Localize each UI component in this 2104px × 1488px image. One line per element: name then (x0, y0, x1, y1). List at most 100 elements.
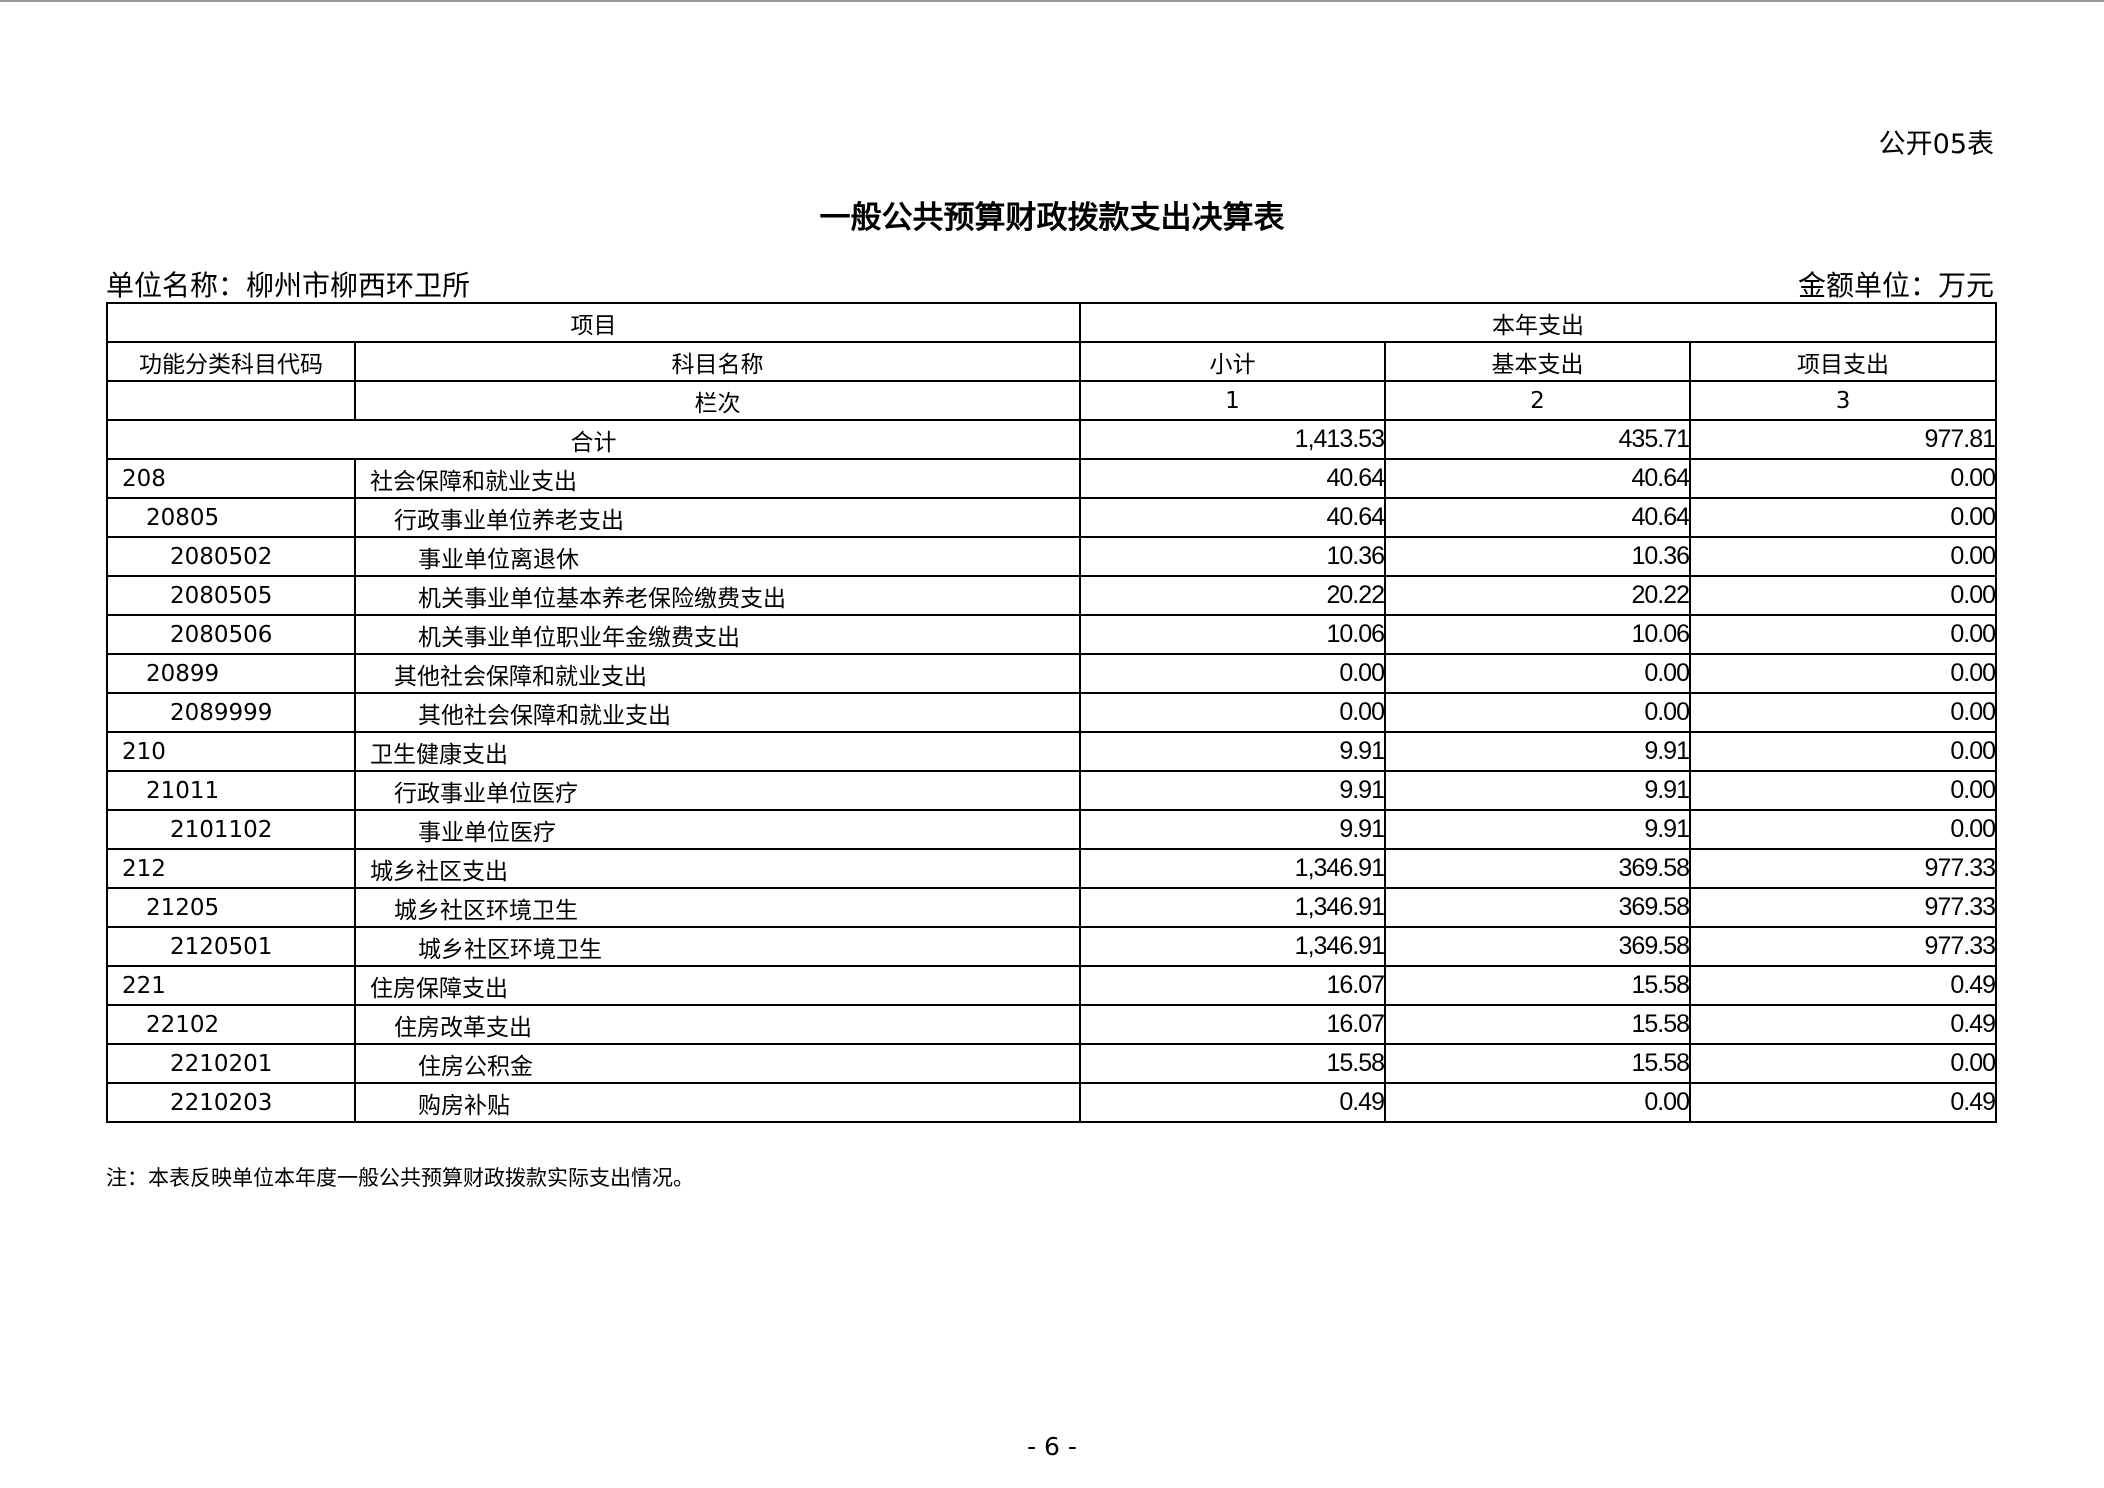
row-code: 21205 (106, 887, 356, 928)
row-code: 210 (106, 731, 356, 772)
row-basic: 15.58 (1384, 1004, 1691, 1045)
row-basic: 9.91 (1384, 731, 1691, 772)
row-basic: 20.22 (1384, 575, 1691, 616)
header-row-3: 栏次 1 2 3 (106, 380, 1998, 421)
total-label: 合计 (106, 419, 1081, 460)
header-project: 项目 (106, 302, 1081, 343)
row-name: 住房公积金 (354, 1043, 1081, 1084)
row-name: 机关事业单位职业年金缴费支出 (354, 614, 1081, 655)
table-row: 210 卫生健康支出 9.91 9.91 0.00 (106, 731, 1998, 772)
table-row: 221 住房保障支出 16.07 15.58 0.49 (106, 965, 1998, 1006)
row-basic: 9.91 (1384, 809, 1691, 850)
row-project: 0.00 (1688, 458, 1998, 499)
row-code: 2080506 (106, 614, 356, 655)
row-project: 977.33 (1688, 887, 1998, 928)
header-row-1: 项目 本年支出 (106, 302, 1998, 343)
row-code: 2089999 (106, 692, 356, 733)
row-basic: 15.58 (1384, 1043, 1691, 1084)
table-note: 注：本表反映单位本年度一般公共预算财政拨款实际支出情况。 (106, 1166, 694, 1190)
row-project: 0.00 (1688, 770, 1998, 811)
row-subtotal: 0.49 (1079, 1082, 1386, 1123)
row-subtotal: 9.91 (1079, 731, 1386, 772)
table-row: 2080505 机关事业单位基本养老保险缴费支出 20.22 20.22 0.00 (106, 575, 1998, 616)
header-project-exp: 项目支出 (1688, 341, 1998, 382)
page-number: - 6 - (1027, 1432, 1077, 1461)
page-top-border (0, 0, 2104, 2)
row-name: 城乡社区支出 (354, 848, 1081, 889)
row-basic: 10.06 (1384, 614, 1691, 655)
row-basic: 15.58 (1384, 965, 1691, 1006)
row-name: 住房改革支出 (354, 1004, 1081, 1045)
header-column-no: 栏次 (354, 380, 1081, 421)
row-name: 行政事业单位养老支出 (354, 497, 1081, 538)
row-subtotal: 20.22 (1079, 575, 1386, 616)
form-number: 公开05表 (1878, 129, 1994, 160)
row-code: 20805 (106, 497, 356, 538)
table-row: 2080502 事业单位离退休 10.36 10.36 0.00 (106, 536, 1998, 577)
row-project: 0.00 (1688, 692, 1998, 733)
row-code: 212 (106, 848, 356, 889)
column-no-3: 3 (1688, 380, 1998, 421)
row-project: 0.00 (1688, 731, 1998, 772)
row-name: 购房补贴 (354, 1082, 1081, 1123)
row-subtotal: 1,346.91 (1079, 926, 1386, 967)
row-project: 0.00 (1688, 536, 1998, 577)
total-subtotal: 1,413.53 (1079, 419, 1386, 460)
column-no-2: 2 (1384, 380, 1691, 421)
column-no-1: 1 (1079, 380, 1386, 421)
table-row: 22102 住房改革支出 16.07 15.58 0.49 (106, 1004, 1998, 1045)
table-row: 212 城乡社区支出 1,346.91 369.58 977.33 (106, 848, 1998, 889)
row-code: 2210201 (106, 1043, 356, 1084)
row-project: 0.00 (1688, 1043, 1998, 1084)
row-basic: 0.00 (1384, 653, 1691, 694)
row-name: 城乡社区环境卫生 (354, 926, 1081, 967)
row-subtotal: 9.91 (1079, 770, 1386, 811)
table-row: 208 社会保障和就业支出 40.64 40.64 0.00 (106, 458, 1998, 499)
row-code: 2080505 (106, 575, 356, 616)
table-row: 21011 行政事业单位医疗 9.91 9.91 0.00 (106, 770, 1998, 811)
row-basic: 10.36 (1384, 536, 1691, 577)
table-row: 21205 城乡社区环境卫生 1,346.91 369.58 977.33 (106, 887, 1998, 928)
row-subtotal: 40.64 (1079, 458, 1386, 499)
row-project: 0.00 (1688, 497, 1998, 538)
table-row: 2210201 住房公积金 15.58 15.58 0.00 (106, 1043, 1998, 1084)
row-name: 行政事业单位医疗 (354, 770, 1081, 811)
row-basic: 0.00 (1384, 692, 1691, 733)
row-project: 0.49 (1688, 965, 1998, 1006)
table-row: 2120501 城乡社区环境卫生 1,346.91 369.58 977.33 (106, 926, 1998, 967)
row-project: 0.49 (1688, 1004, 1998, 1045)
row-name: 城乡社区环境卫生 (354, 887, 1081, 928)
row-code: 21011 (106, 770, 356, 811)
row-name: 社会保障和就业支出 (354, 458, 1081, 499)
total-basic: 435.71 (1384, 419, 1691, 460)
row-name: 住房保障支出 (354, 965, 1081, 1006)
row-name: 事业单位离退休 (354, 536, 1081, 577)
row-basic: 0.00 (1384, 1082, 1691, 1123)
expenditure-table: 项目 本年支出 功能分类科目代码 科目名称 小计 基本支出 项目支出 栏次 1 … (106, 302, 1998, 1123)
header-name: 科目名称 (354, 341, 1081, 382)
row-basic: 9.91 (1384, 770, 1691, 811)
header-subtotal: 小计 (1079, 341, 1386, 382)
empty-cell (106, 380, 356, 421)
total-row: 合计 1,413.53 435.71 977.81 (106, 419, 1998, 460)
row-code: 20899 (106, 653, 356, 694)
row-code: 22102 (106, 1004, 356, 1045)
row-project: 0.49 (1688, 1082, 1998, 1123)
row-project: 0.00 (1688, 614, 1998, 655)
row-basic: 369.58 (1384, 887, 1691, 928)
header-code: 功能分类科目代码 (106, 341, 356, 382)
row-subtotal: 16.07 (1079, 1004, 1386, 1045)
amount-unit: 金额单位：万元 (1797, 269, 1994, 302)
row-basic: 40.64 (1384, 458, 1691, 499)
row-project: 0.00 (1688, 809, 1998, 850)
page-title: 一般公共预算财政拨款支出决算表 (819, 200, 1285, 236)
row-basic: 369.58 (1384, 848, 1691, 889)
row-subtotal: 9.91 (1079, 809, 1386, 850)
row-name: 其他社会保障和就业支出 (354, 692, 1081, 733)
unit-name: 单位名称：柳州市柳西环卫所 (106, 269, 471, 302)
table-row: 2089999 其他社会保障和就业支出 0.00 0.00 0.00 (106, 692, 1998, 733)
row-project: 0.00 (1688, 653, 1998, 694)
table-row: 20805 行政事业单位养老支出 40.64 40.64 0.00 (106, 497, 1998, 538)
row-code: 221 (106, 965, 356, 1006)
row-subtotal: 15.58 (1079, 1043, 1386, 1084)
